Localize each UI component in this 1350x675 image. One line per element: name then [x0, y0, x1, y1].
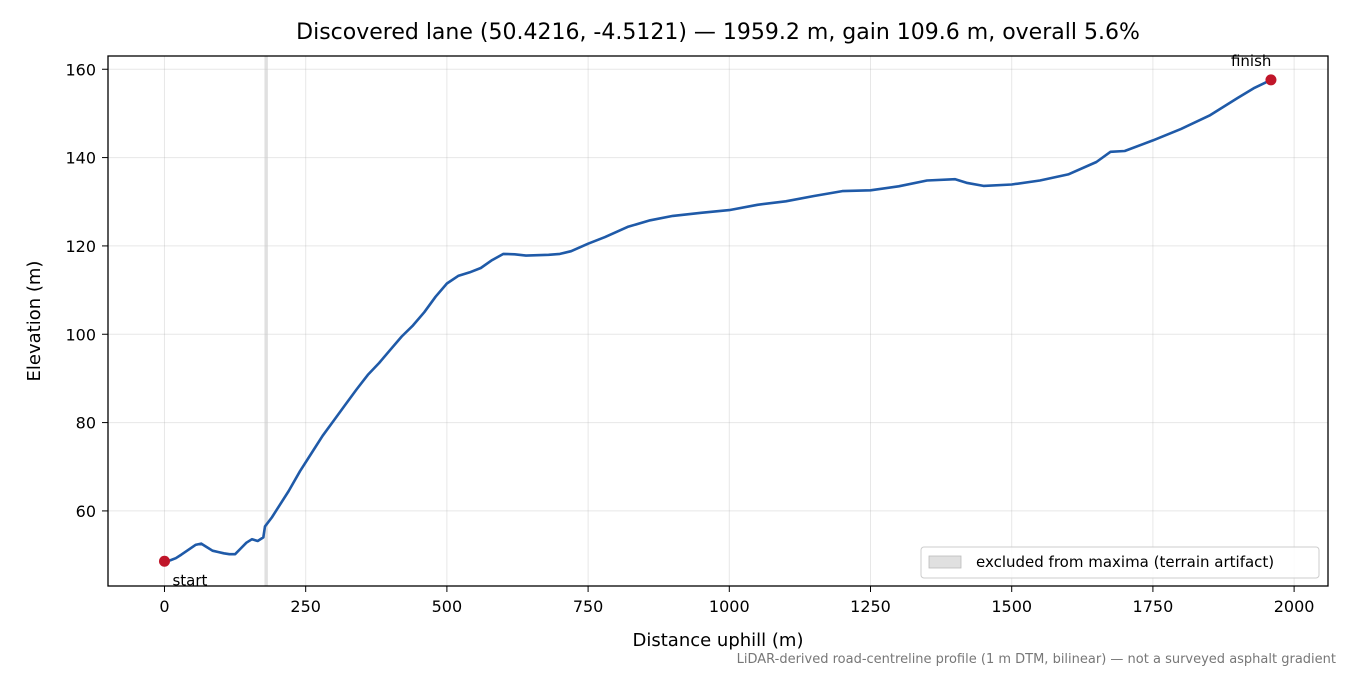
footer-note: LiDAR-derived road-centreline profile (1… [736, 652, 1336, 667]
x-tick-label: 750 [573, 597, 604, 616]
y-tick-label: 160 [65, 60, 96, 79]
x-tick-label: 1750 [1133, 597, 1174, 616]
y-axis-label: Elevation (m) [24, 261, 45, 382]
y-tick-label: 80 [76, 414, 96, 433]
chart-title: Discovered lane (50.4216, -4.5121) — 195… [296, 20, 1140, 45]
x-tick-label: 2000 [1274, 597, 1315, 616]
x-tick-label: 0 [159, 597, 169, 616]
legend-label-excluded: excluded from maxima (terrain artifact) [976, 553, 1274, 571]
marker-layer: start finish [158, 52, 1277, 589]
x-tick-label: 1250 [850, 597, 891, 616]
start-label: start [172, 571, 207, 589]
y-tick-label: 100 [65, 325, 96, 344]
x-tick-label: 500 [432, 597, 463, 616]
x-axis-label: Distance uphill (m) [633, 630, 804, 651]
finish-label: finish [1231, 52, 1271, 70]
elevation-profile-line [163, 78, 1273, 563]
start-marker [158, 555, 170, 567]
legend-box [920, 546, 1320, 579]
y-tick-label: 120 [65, 237, 96, 256]
grid-layer [108, 56, 1328, 586]
legend: excluded from maxima (terrain artifact) [920, 546, 1320, 579]
x-tick-label: 250 [290, 597, 321, 616]
series-layer [163, 78, 1273, 563]
x-tick-label: 1000 [709, 597, 750, 616]
x-tick-label: 1500 [991, 597, 1032, 616]
finish-marker [1265, 74, 1277, 86]
plot-frame [107, 55, 1329, 587]
y-tick-label: 140 [65, 149, 96, 168]
legend-swatch-excluded [928, 555, 962, 569]
excluded-region-band [264, 56, 268, 586]
tick-layer: 0 250 500 750 1000 1250 1500 1750 2000 60 80 100 120… [65, 60, 1314, 616]
y-tick-label: 60 [76, 502, 96, 521]
